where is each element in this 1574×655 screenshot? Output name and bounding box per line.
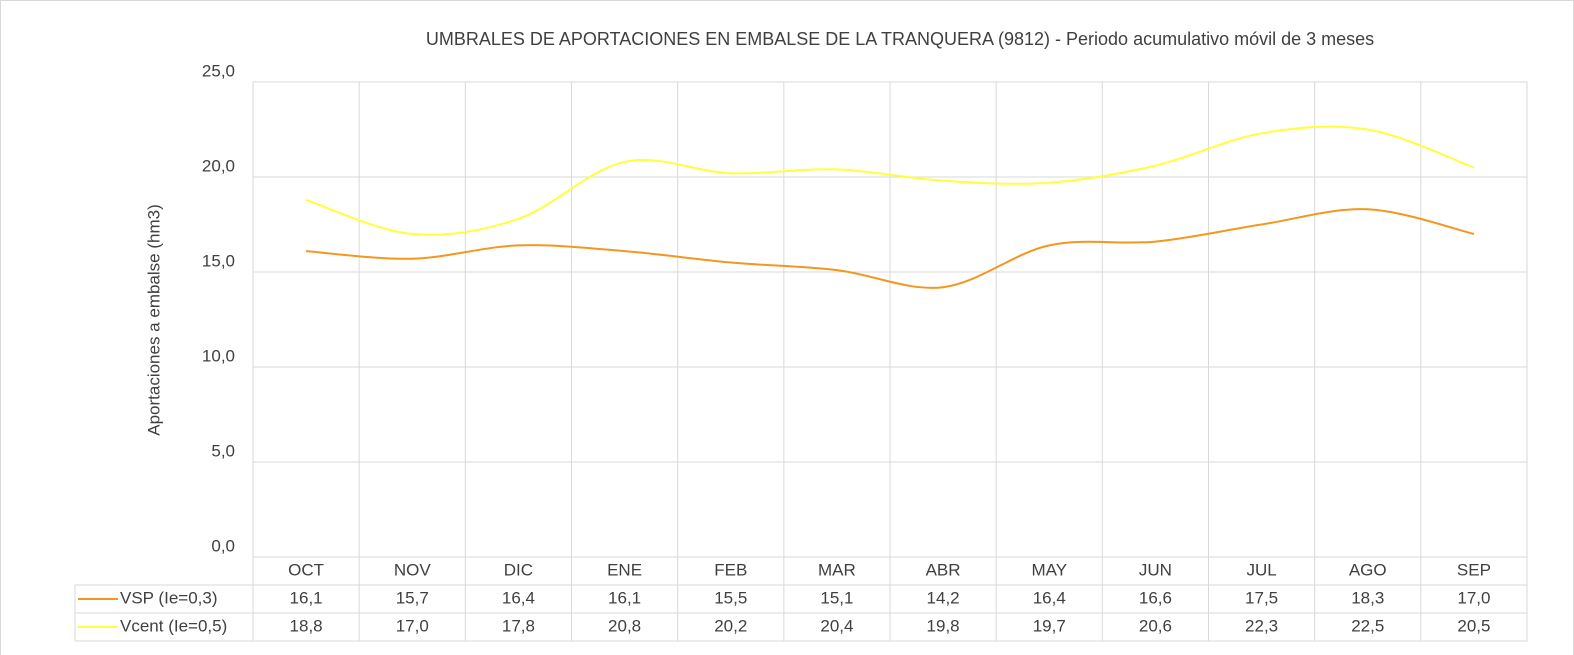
table-value: 15,7 <box>396 588 429 607</box>
series-line <box>306 208 1475 289</box>
x-tick-label: JUN <box>1139 560 1172 579</box>
series-line <box>305 125 1475 236</box>
x-tick-label: DIC <box>504 560 533 579</box>
x-tick-label: SEP <box>1457 560 1491 579</box>
x-tick-label: AGO <box>1349 560 1387 579</box>
y-tick-label: 20,0 <box>202 156 235 175</box>
x-tick-label: ABR <box>926 560 961 579</box>
x-tick-label: MAR <box>818 560 856 579</box>
x-tick-label: OCT <box>288 560 324 579</box>
x-tick-label: NOV <box>394 560 432 579</box>
y-tick-label: 25,0 <box>202 61 235 80</box>
table-value: 15,1 <box>820 588 853 607</box>
table-value: 16,4 <box>502 588 535 607</box>
table-value: 15,5 <box>714 588 747 607</box>
table-value: 20,5 <box>1457 616 1490 635</box>
table-value: 19,8 <box>927 616 960 635</box>
table-value: 17,5 <box>1245 588 1278 607</box>
legend-label: Vcent (Ie=0,5) <box>120 616 227 635</box>
table-value: 16,1 <box>290 588 323 607</box>
table-value: 20,6 <box>1139 616 1172 635</box>
table-value: 17,0 <box>396 616 429 635</box>
y-tick-label: 0,0 <box>211 536 235 555</box>
table-value: 17,8 <box>502 616 535 635</box>
table-value: 16,6 <box>1139 588 1172 607</box>
y-tick-label: 15,0 <box>202 251 235 270</box>
table-value: 20,4 <box>820 616 853 635</box>
table-value: 22,3 <box>1245 616 1278 635</box>
y-tick-label: 10,0 <box>202 346 235 365</box>
y-tick-label: 5,0 <box>211 441 235 460</box>
table-value: 20,2 <box>714 616 747 635</box>
y-axis-label: Aportaciones a embalse (hm3) <box>144 204 163 436</box>
x-tick-label: ENE <box>607 560 642 579</box>
x-tick-label: JUL <box>1246 560 1276 579</box>
legend-label: VSP (Ie=0,3) <box>120 588 218 607</box>
x-tick-label: MAY <box>1031 560 1067 579</box>
table-value: 16,4 <box>1033 588 1066 607</box>
table-value: 18,3 <box>1351 588 1384 607</box>
table-value: 18,8 <box>290 616 323 635</box>
table-value: 20,8 <box>608 616 641 635</box>
table-value: 17,0 <box>1457 588 1490 607</box>
table-value: 19,7 <box>1033 616 1066 635</box>
x-tick-label: FEB <box>714 560 747 579</box>
table-value: 16,1 <box>608 588 641 607</box>
table-value: 14,2 <box>927 588 960 607</box>
table-value: 22,5 <box>1351 616 1384 635</box>
chart-title: UMBRALES DE APORTACIONES EN EMBALSE DE L… <box>426 29 1374 49</box>
